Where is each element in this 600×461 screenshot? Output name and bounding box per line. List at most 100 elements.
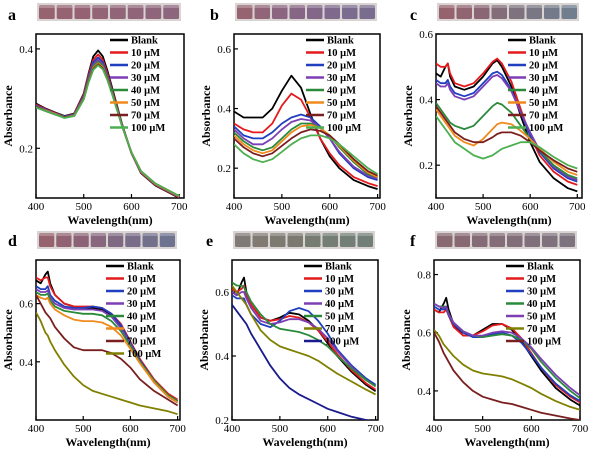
legend-label: Blank (131, 36, 158, 47)
y-axis-title: Absorbance (401, 85, 415, 147)
legend-label: 40 μM (527, 299, 556, 310)
vial-highlight (342, 5, 358, 8)
vial-photo (509, 5, 525, 19)
vial-highlight (507, 233, 523, 236)
y-axis-title: Absorbance (1, 85, 15, 147)
vial-highlight (56, 5, 73, 8)
vial-highlight (456, 5, 472, 8)
vial-photo (561, 5, 577, 19)
series-line (234, 92, 378, 187)
panel-letter: a (8, 7, 16, 24)
y-tick-label: 0.4 (417, 386, 431, 398)
x-axis-title: Wavelength(nm) (262, 435, 347, 449)
vial-photo (454, 233, 470, 247)
vial-strip-frame (233, 231, 375, 249)
vial-photo (324, 5, 340, 19)
vial-highlight (145, 5, 162, 8)
series-line (436, 57, 578, 186)
x-tick-label: 400 (224, 423, 241, 435)
series-line (36, 294, 179, 404)
legend-label: 20 μM (127, 287, 156, 298)
series-line (232, 285, 377, 396)
x-tick-label: 400 (428, 201, 445, 213)
vial-photo (73, 233, 89, 247)
vial-photo (145, 5, 162, 19)
x-tick-label: 400 (28, 201, 45, 213)
legend-label: 70 μM (131, 111, 160, 122)
vial-photo (437, 233, 453, 247)
vial-photo (507, 233, 523, 247)
vial-strip-frame (437, 3, 579, 21)
panel-letter: b (210, 7, 219, 24)
vial-highlight (252, 233, 268, 236)
vial-photo (39, 5, 55, 19)
legend-label: 20 μM (529, 61, 558, 72)
vial-photo (474, 5, 490, 19)
vial-highlight (163, 5, 179, 8)
y-axis-title: Absorbance (399, 309, 413, 371)
y-tick-label: 0.4 (19, 44, 33, 56)
vial-photo (125, 233, 141, 247)
x-tick-label: 700 (367, 423, 384, 435)
x-tick-label: 400 (28, 423, 45, 435)
legend-label: 70 μM (527, 324, 556, 335)
x-tick-label: 500 (274, 201, 291, 213)
vial-photo (270, 233, 286, 247)
panel-b: b 400 500 600 700 0.2 0.4 0.6 Wavelength(nm) Abso… (199, 3, 386, 227)
legend-label: 70 μM (325, 324, 354, 335)
legend-label: 30 μM (529, 73, 558, 84)
vial-strip-frame (37, 3, 181, 21)
series-line (232, 304, 372, 420)
x-tick-label: 600 (523, 423, 540, 435)
vial-highlight (287, 233, 303, 236)
vial-highlight (235, 233, 251, 236)
x-axis-title: Wavelength(nm) (264, 213, 349, 227)
vial-photo (305, 233, 321, 247)
y-tick-label: 0.4 (217, 104, 231, 116)
legend-label: 40 μM (127, 312, 156, 323)
vial-highlight (270, 233, 286, 236)
vial-highlight (454, 233, 470, 236)
vial-photo (74, 5, 91, 19)
vial-highlight (340, 233, 356, 236)
plot-frame (233, 33, 381, 199)
vial-highlight (561, 5, 577, 8)
vial-highlight (559, 233, 575, 236)
x-tick-label: 400 (426, 423, 443, 435)
legend-label: 20 μM (327, 61, 356, 72)
legend-label: Blank (529, 36, 556, 47)
legend-label: 100 μM (529, 123, 563, 134)
vial-highlight (509, 5, 525, 8)
series-line (234, 134, 379, 175)
vial-highlight (74, 5, 91, 8)
x-axis-title: Wavelength(nm) (67, 213, 152, 227)
y-axis-title: Absorbance (197, 309, 211, 371)
y-tick-label: 0.2 (215, 415, 229, 427)
x-tick-label: 500 (75, 423, 92, 435)
vial-highlight (237, 5, 253, 8)
panel-a: a 400 500 600 700 0.2 0.4 Wavelength(nm) Absorba… (1, 3, 188, 227)
vial-highlight (127, 5, 144, 8)
vial-photo (110, 5, 126, 19)
x-axis-title: Wavelength(nm) (65, 435, 150, 449)
legend-label: 40 μM (529, 86, 558, 97)
panel-letter: d (8, 233, 17, 250)
legend-label: 30 μM (327, 73, 356, 84)
vial-highlight (472, 233, 488, 236)
series-line (36, 311, 178, 416)
x-tick-label: 700 (171, 201, 188, 213)
x-tick-label: 600 (321, 201, 338, 213)
series-line (434, 302, 580, 397)
legend-label: 20 μM (131, 61, 160, 72)
legend-label: Blank (327, 36, 354, 47)
x-tick-label: 700 (169, 423, 186, 435)
plot-frame (35, 259, 181, 421)
x-tick-label: 600 (123, 201, 140, 213)
vial-photo (491, 5, 507, 19)
vial-highlight (90, 233, 106, 236)
vial-photo (237, 5, 253, 19)
vial-highlight (357, 233, 373, 236)
vial-highlight (125, 233, 141, 236)
vial-highlight (254, 5, 270, 8)
